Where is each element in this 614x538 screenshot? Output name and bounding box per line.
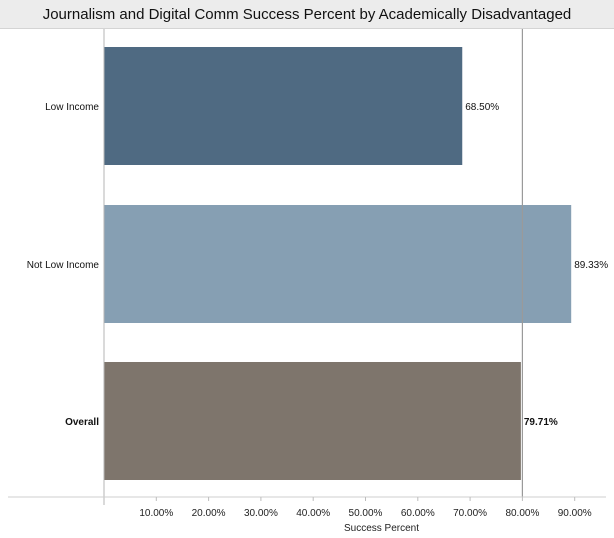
x-tick-label: 60.00% <box>401 508 435 519</box>
chart-title: Journalism and Digital Comm Success Perc… <box>0 0 614 29</box>
category-label: Not Low Income <box>27 260 100 271</box>
category-label: Overall <box>65 417 99 428</box>
x-tick-label: 20.00% <box>192 508 226 519</box>
x-tick-label: 30.00% <box>244 508 278 519</box>
bar-not-low-income <box>104 205 572 323</box>
bar-value-label: 79.71% <box>524 417 558 428</box>
x-tick-label: 70.00% <box>453 508 487 519</box>
x-tick-label: 50.00% <box>349 508 383 519</box>
bar-low-income <box>104 47 463 165</box>
bar-overall <box>104 362 521 480</box>
x-tick-label: 90.00% <box>558 508 592 519</box>
x-tick-label: 80.00% <box>505 508 539 519</box>
category-label: Low Income <box>45 102 99 113</box>
bar-value-label: 89.33% <box>574 260 608 271</box>
x-tick-label: 40.00% <box>296 508 330 519</box>
x-axis-title: Success Percent <box>344 523 419 534</box>
bar-value-label: 68.50% <box>465 102 499 113</box>
x-tick-label: 10.00% <box>139 508 173 519</box>
